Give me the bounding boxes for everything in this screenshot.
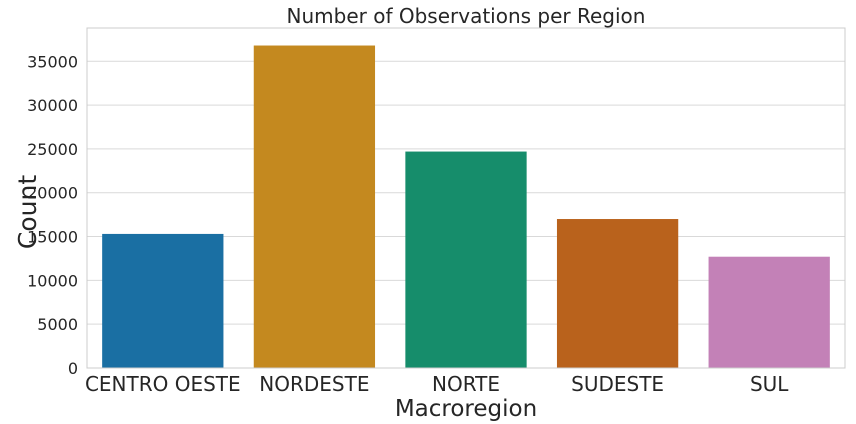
y-tick-label: 25000 — [27, 140, 78, 159]
bar-sudeste — [556, 219, 679, 368]
x-tick-label: SUL — [750, 372, 789, 396]
y-tick-label: 0 — [68, 359, 78, 378]
bars — [102, 45, 830, 369]
bar-centro-oeste — [102, 233, 224, 368]
y-tick-label: 15000 — [27, 228, 78, 247]
plot-frame — [86, 27, 846, 369]
y-tick-label: 30000 — [27, 96, 78, 115]
x-tick-label: CENTRO OESTE — [85, 372, 241, 396]
y-tick-label: 20000 — [27, 184, 78, 203]
x-tick-label: NORTE — [432, 372, 500, 396]
x-tick-label: NORDESTE — [259, 372, 369, 396]
y-axis-label: Count — [13, 175, 42, 249]
chart-title: Number of Observations per Region — [287, 4, 646, 28]
y-tick-labels: 0 5000 10000 15000 20000 25000 30000 35000 — [27, 52, 78, 378]
x-axis-label: Macroregion — [395, 396, 537, 422]
y-tick-label: 5000 — [37, 315, 78, 334]
bar-nordeste — [253, 45, 376, 369]
bar-sul — [708, 256, 830, 368]
x-tick-labels: CENTRO OESTE NORDESTE NORTE SUDESTE SUL — [85, 372, 789, 396]
y-tick-label: 10000 — [27, 271, 78, 290]
bar-norte — [405, 151, 527, 368]
x-tick-label: SUDESTE — [571, 372, 664, 396]
y-tick-label: 35000 — [27, 52, 78, 71]
